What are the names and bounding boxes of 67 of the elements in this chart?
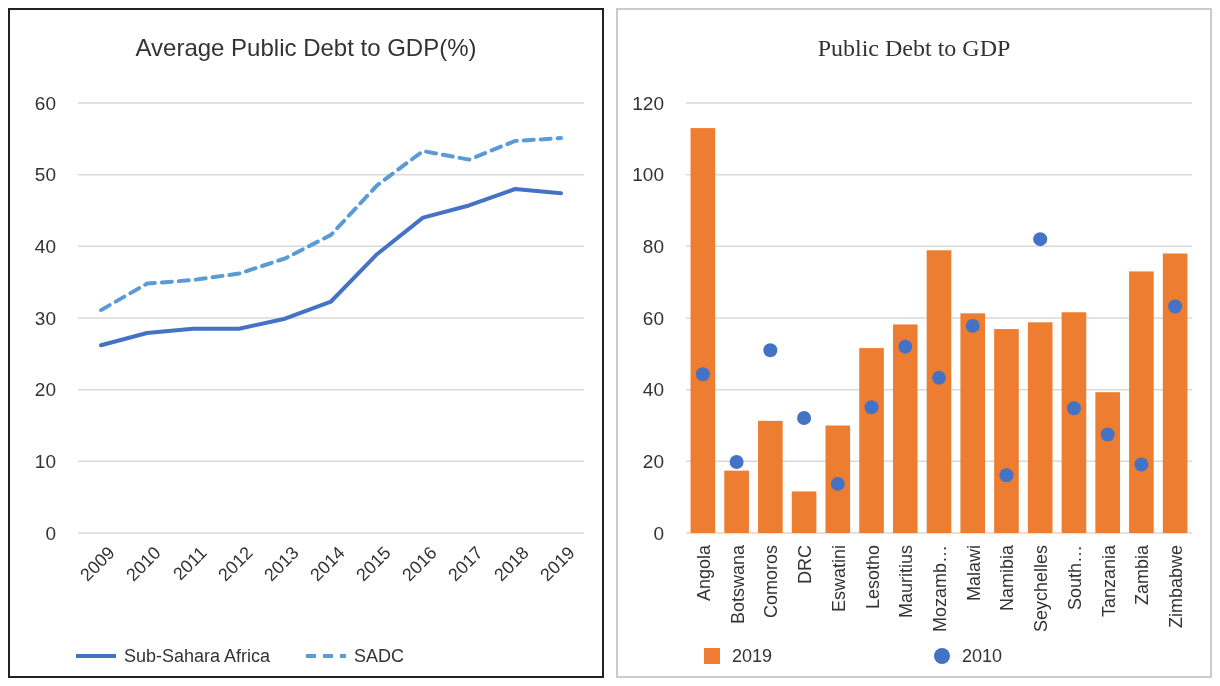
y-tick-label: 10	[34, 450, 56, 472]
point	[999, 468, 1014, 483]
x-tick-label: Angola	[693, 544, 714, 602]
y-tick-label: 20	[642, 450, 664, 472]
point	[1134, 457, 1149, 472]
x-tick-label: Zambia	[1132, 544, 1153, 606]
y-tick-label: 40	[34, 235, 56, 257]
y-tick-label: 60	[34, 92, 56, 114]
point	[864, 400, 879, 415]
bar	[758, 420, 783, 533]
y-tick-label: 0	[45, 522, 56, 544]
bar	[791, 491, 817, 533]
point	[729, 455, 744, 470]
point	[898, 339, 913, 354]
x-tick-label: DRC	[795, 545, 816, 584]
x-tick-label: Comoros	[761, 545, 782, 619]
legend-label: Sub-Sahara Africa	[124, 646, 272, 667]
x-tick-label: Mozamb…	[930, 545, 950, 633]
y-tick-label: 50	[34, 164, 56, 186]
bar	[825, 425, 851, 533]
y-tick-label: 80	[642, 235, 664, 257]
point	[830, 476, 845, 491]
line-series	[99, 187, 563, 348]
bar	[1095, 392, 1120, 533]
x-tick-label: Lesotho	[862, 545, 883, 610]
x-tick-label: Namibia	[997, 544, 1018, 612]
point	[965, 318, 980, 333]
point	[1168, 299, 1183, 314]
point	[797, 410, 812, 425]
bar	[926, 250, 952, 533]
point	[1100, 427, 1115, 442]
bar	[1162, 253, 1188, 533]
point	[763, 343, 778, 358]
bar	[1027, 322, 1053, 533]
point	[1066, 401, 1081, 416]
bar	[724, 470, 749, 533]
bar	[892, 324, 918, 533]
bar	[859, 348, 884, 533]
x-tick-label: Zimbabwe	[1166, 545, 1187, 629]
x-tick-label: Botswana	[727, 544, 748, 625]
bar	[1061, 312, 1087, 533]
x-tick-label: Malawi	[963, 545, 984, 602]
y-tick-label: 60	[642, 307, 664, 329]
bar	[994, 329, 1019, 533]
line-series	[99, 136, 563, 313]
legend-label: 2019	[732, 646, 773, 667]
point	[1033, 232, 1048, 247]
y-tick-label: 30	[34, 307, 56, 329]
y-tick-label: 120	[632, 92, 664, 114]
x-tick-label: Seychelles	[1031, 545, 1052, 633]
bar	[960, 313, 986, 533]
y-tick-label: 0	[653, 522, 664, 544]
x-tick-label: Eswatini	[828, 545, 849, 613]
legend-label: 2010	[962, 646, 1003, 667]
chart-title: Public Debt to GDP	[817, 35, 1011, 61]
x-tick-label: Mauritius	[896, 545, 917, 619]
y-tick-label: 100	[632, 164, 664, 186]
chart-title: Average Public Debt to GDP(%)	[135, 34, 477, 61]
point	[932, 370, 946, 385]
bar	[1129, 271, 1154, 533]
y-tick-label: 20	[34, 379, 56, 401]
point	[695, 367, 710, 382]
x-tick-label: Tanzania	[1098, 544, 1119, 618]
y-tick-label: 40	[642, 379, 664, 401]
x-tick-label: South…	[1064, 545, 1085, 611]
bar	[690, 128, 716, 533]
legend-label: SADC	[354, 646, 405, 667]
